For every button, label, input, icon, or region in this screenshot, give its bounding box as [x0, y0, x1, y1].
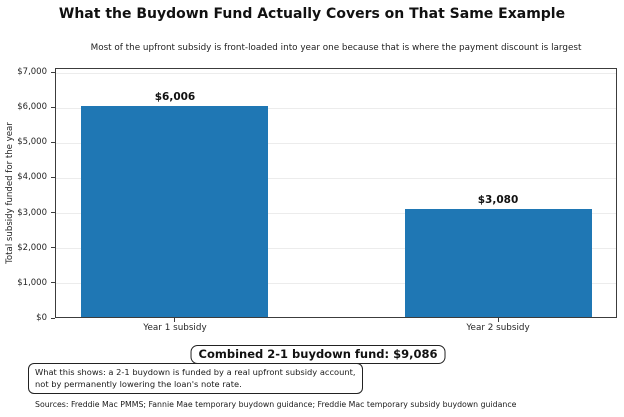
- y-tick-label: $5,000: [17, 137, 47, 148]
- bar-value-label: $6,006: [154, 90, 196, 103]
- explainer-annotation: What this shows: a 2-1 buydown is funded…: [28, 363, 363, 394]
- combined-fund-annotation: Combined 2-1 buydown fund: $9,086: [190, 345, 446, 364]
- y-tick-label: $1,000: [17, 277, 47, 288]
- gridline: [56, 213, 616, 215]
- gridline: [56, 107, 616, 109]
- explainer-line-2: not by permanently lowering the loan's n…: [35, 379, 242, 390]
- gridline: [56, 142, 616, 144]
- y-tick-label: $3,000: [17, 207, 47, 218]
- y-tick-label: $6,000: [17, 102, 47, 113]
- y-tick-mark: [51, 317, 55, 319]
- x-tick-label: Year 1 subsidy: [143, 323, 207, 333]
- source-note: Sources: Freddie Mac PMMS; Fannie Mae te…: [35, 400, 517, 409]
- y-tick-label: $0: [36, 313, 47, 323]
- y-tick-label: $4,000: [17, 172, 47, 183]
- y-tick-mark: [51, 106, 55, 108]
- explainer-line-1: What this shows: a 2-1 buydown is funded…: [35, 367, 356, 377]
- gridline: [56, 72, 616, 74]
- plot-area: [55, 68, 617, 318]
- y-tick-mark: [51, 71, 55, 73]
- y-tick-mark: [51, 212, 55, 214]
- y-tick-mark: [51, 282, 55, 284]
- chart-title: What the Buydown Fund Actually Covers on…: [58, 6, 566, 22]
- y-tick-label: $2,000: [17, 242, 47, 253]
- chart-subtitle: Most of the upfront subsidy is front-loa…: [90, 43, 582, 53]
- gridline: [56, 283, 616, 285]
- y-tick-mark: [51, 176, 55, 178]
- gridline: [56, 177, 616, 179]
- gridline: [56, 248, 616, 250]
- y-tick-mark: [51, 141, 55, 143]
- x-tick-label: Year 2 subsidy: [466, 323, 530, 333]
- bar-value-label: $3,080: [477, 193, 519, 206]
- x-tick-mark: [174, 318, 176, 322]
- bar: [404, 208, 592, 317]
- y-tick-label: $7,000: [17, 67, 47, 77]
- bar: [81, 105, 269, 317]
- x-tick-mark: [497, 318, 499, 322]
- y-tick-mark: [51, 247, 55, 249]
